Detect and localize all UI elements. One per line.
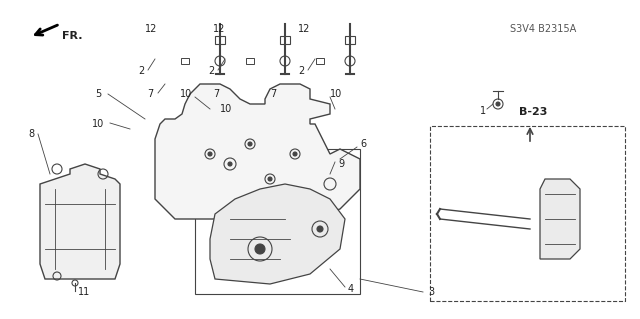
Text: 12: 12 (298, 24, 310, 34)
Text: 10: 10 (180, 89, 192, 99)
Circle shape (317, 226, 323, 232)
Polygon shape (540, 179, 580, 259)
Bar (215, 36, 225, 44)
Text: S3V4 B2315A: S3V4 B2315A (510, 24, 576, 34)
Bar (280, 36, 290, 44)
Circle shape (496, 102, 500, 106)
Circle shape (228, 162, 232, 166)
Text: 12: 12 (145, 24, 157, 34)
Text: 2: 2 (138, 66, 144, 76)
Polygon shape (210, 184, 345, 284)
Text: FR.: FR. (62, 31, 83, 41)
Circle shape (248, 142, 252, 146)
Text: 7: 7 (270, 89, 276, 99)
Polygon shape (40, 164, 120, 279)
Bar (246, 58, 254, 64)
Bar (430, 126, 625, 301)
Bar (345, 36, 355, 44)
Text: 1: 1 (480, 106, 486, 116)
Bar (195, 149, 360, 294)
Text: 10: 10 (220, 104, 232, 114)
Circle shape (208, 152, 212, 156)
Text: 7: 7 (213, 89, 220, 99)
Text: 3: 3 (428, 287, 434, 297)
Circle shape (255, 244, 265, 254)
Circle shape (268, 177, 272, 181)
Text: 2: 2 (208, 66, 214, 76)
Bar (181, 58, 189, 64)
Text: 12: 12 (213, 24, 225, 34)
Text: 2: 2 (298, 66, 304, 76)
Bar (316, 58, 324, 64)
Polygon shape (155, 84, 360, 219)
Text: 7: 7 (147, 89, 153, 99)
Text: 11: 11 (78, 287, 90, 297)
Text: 5: 5 (95, 89, 101, 99)
Text: 6: 6 (360, 139, 366, 149)
Circle shape (293, 152, 297, 156)
Text: 4: 4 (348, 284, 354, 294)
Text: B-23: B-23 (519, 107, 547, 117)
Text: 10: 10 (92, 119, 104, 129)
Text: 9: 9 (338, 159, 344, 169)
Text: 8: 8 (28, 129, 34, 139)
Text: 10: 10 (330, 89, 342, 99)
